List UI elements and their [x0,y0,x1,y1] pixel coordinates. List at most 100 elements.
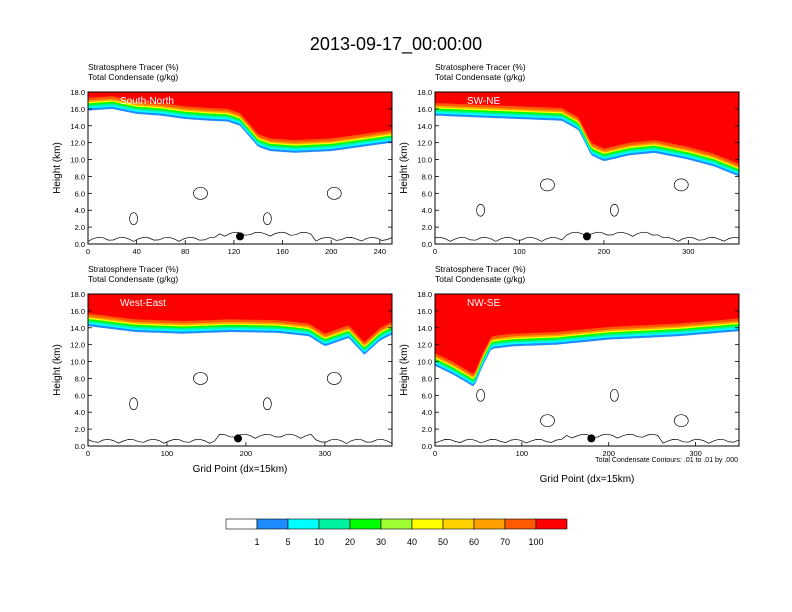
cloud-contour [476,203,485,217]
y-tick-label: 18.0 [417,290,432,299]
y-tick-label: 4.0 [422,206,432,215]
cloud-contour [476,388,485,402]
colorbar-label: 10 [314,537,324,547]
plot-area [435,92,739,244]
variable-label-tracer: Stratosphere Tracer (%) [88,264,179,274]
x-tick-label: 160 [276,247,289,256]
cloud-contour [129,212,138,226]
y-tick-label: 6.0 [422,189,432,198]
colorbar-swatch [442,518,475,530]
y-tick-label: 14.0 [417,122,432,131]
colorbar-swatch [225,518,258,530]
plot-area [435,294,739,446]
x-tick-label: 40 [132,247,140,256]
colorbar-label: 70 [500,537,510,547]
x-axis-label: Grid Point (dx=15km) [540,474,635,485]
colorbar-label: 50 [438,537,448,547]
y-tick-label: 6.0 [75,189,85,198]
panel-south-north: South-North Stratosphere Tracer (%)Total … [52,62,393,256]
y-axis-label: Height (km) [52,344,63,396]
y-tick-label: 8.0 [75,374,85,383]
x-tick-label: 80 [181,247,189,256]
y-tick-label: 12.0 [417,139,432,148]
figure-title: 2013-09-17_00:00:00 [310,34,482,55]
y-tick-label: 10.0 [70,156,85,165]
colorbar-label: 30 [376,537,386,547]
plot-area [88,294,392,446]
cloud-contour [326,372,342,385]
y-tick-label: 12.0 [70,341,85,350]
colorbar: 1 5 10 20 30 40 50 60 70 100 [225,518,568,547]
cloud-contour [540,178,555,192]
x-tick-label: 240 [374,247,387,256]
panel-west-east: West-East Stratosphere Tracer (%)Total Co… [52,264,393,475]
y-tick-label: 8.0 [75,172,85,181]
x-tick-label: 200 [325,247,338,256]
variable-label-condensate: Total Condensate (g/kg) [88,72,178,82]
x-tick-label: 120 [228,247,241,256]
y-tick-label: 8.0 [422,374,432,383]
x-tick-label: 0 [86,247,90,256]
panel-label: West-East [120,298,166,309]
panel-label: NW-SE [467,298,500,309]
y-tick-label: 4.0 [75,206,85,215]
cloud-contour [263,212,272,226]
y-tick-label: 4.0 [422,408,432,417]
plot-area [88,92,392,244]
colorbar-label: 20 [345,537,355,547]
variable-label-tracer: Stratosphere Tracer (%) [435,264,526,274]
cloud-contour [193,372,208,385]
colorbar-label: 5 [285,537,290,547]
tracer-band-7 [88,92,392,141]
y-tick-label: 18.0 [70,290,85,299]
y-tick-label: 0.0 [422,442,432,451]
y-tick-label: 12.0 [70,139,85,148]
cloud-contour [326,186,342,200]
y-tick-label: 4.0 [75,408,85,417]
panel-sw-ne: SW-NE Stratosphere Tracer (%)Total Conden… [399,62,740,256]
colorbar-swatch [535,518,568,530]
cloud-contour [673,414,689,428]
y-tick-label: 2.0 [75,425,85,434]
colorbar-label: 60 [469,537,479,547]
plot-frame [87,91,393,245]
tracer-band-7 [435,294,739,374]
y-tick-label: 0.0 [75,240,85,249]
variable-label-condensate: Total Condensate (g/kg) [88,274,178,284]
plot-frame [434,293,740,447]
x-tick-label: 0 [433,247,437,256]
colorbar-swatch [349,518,382,530]
cloud-contour [263,397,272,411]
y-tick-label: 6.0 [75,391,85,400]
colorbar-swatch [504,518,537,530]
y-tick-label: 18.0 [417,88,432,97]
variable-label-condensate: Total Condensate (g/kg) [435,72,525,82]
cloud-contour [193,186,208,200]
colorbar-label: 1 [254,537,259,547]
tracer-band-7 [435,92,739,164]
x-tick-label: 200 [598,247,611,256]
condensate-contour [435,433,739,444]
y-tick-label: 14.0 [70,324,85,333]
condensate-contour [88,433,392,444]
y-axis-label: Height (km) [52,142,63,194]
colorbar-swatch [256,518,289,530]
colorbar-label: 40 [407,537,417,547]
colorbar-swatch [380,518,413,530]
x-tick-label: 300 [319,449,332,458]
x-tick-label: 0 [86,449,90,458]
colorbar-swatch [287,518,320,530]
y-tick-label: 16.0 [417,307,432,316]
y-tick-label: 16.0 [70,307,85,316]
y-tick-label: 18.0 [70,88,85,97]
y-axis-label: Height (km) [399,344,410,396]
variable-label-tracer: Stratosphere Tracer (%) [435,62,526,72]
y-tick-label: 10.0 [70,358,85,367]
y-tick-label: 16.0 [417,105,432,114]
y-tick-label: 2.0 [422,425,432,434]
colorbar-swatch [318,518,351,530]
x-tick-label: 300 [682,247,695,256]
location-marker [236,232,244,241]
